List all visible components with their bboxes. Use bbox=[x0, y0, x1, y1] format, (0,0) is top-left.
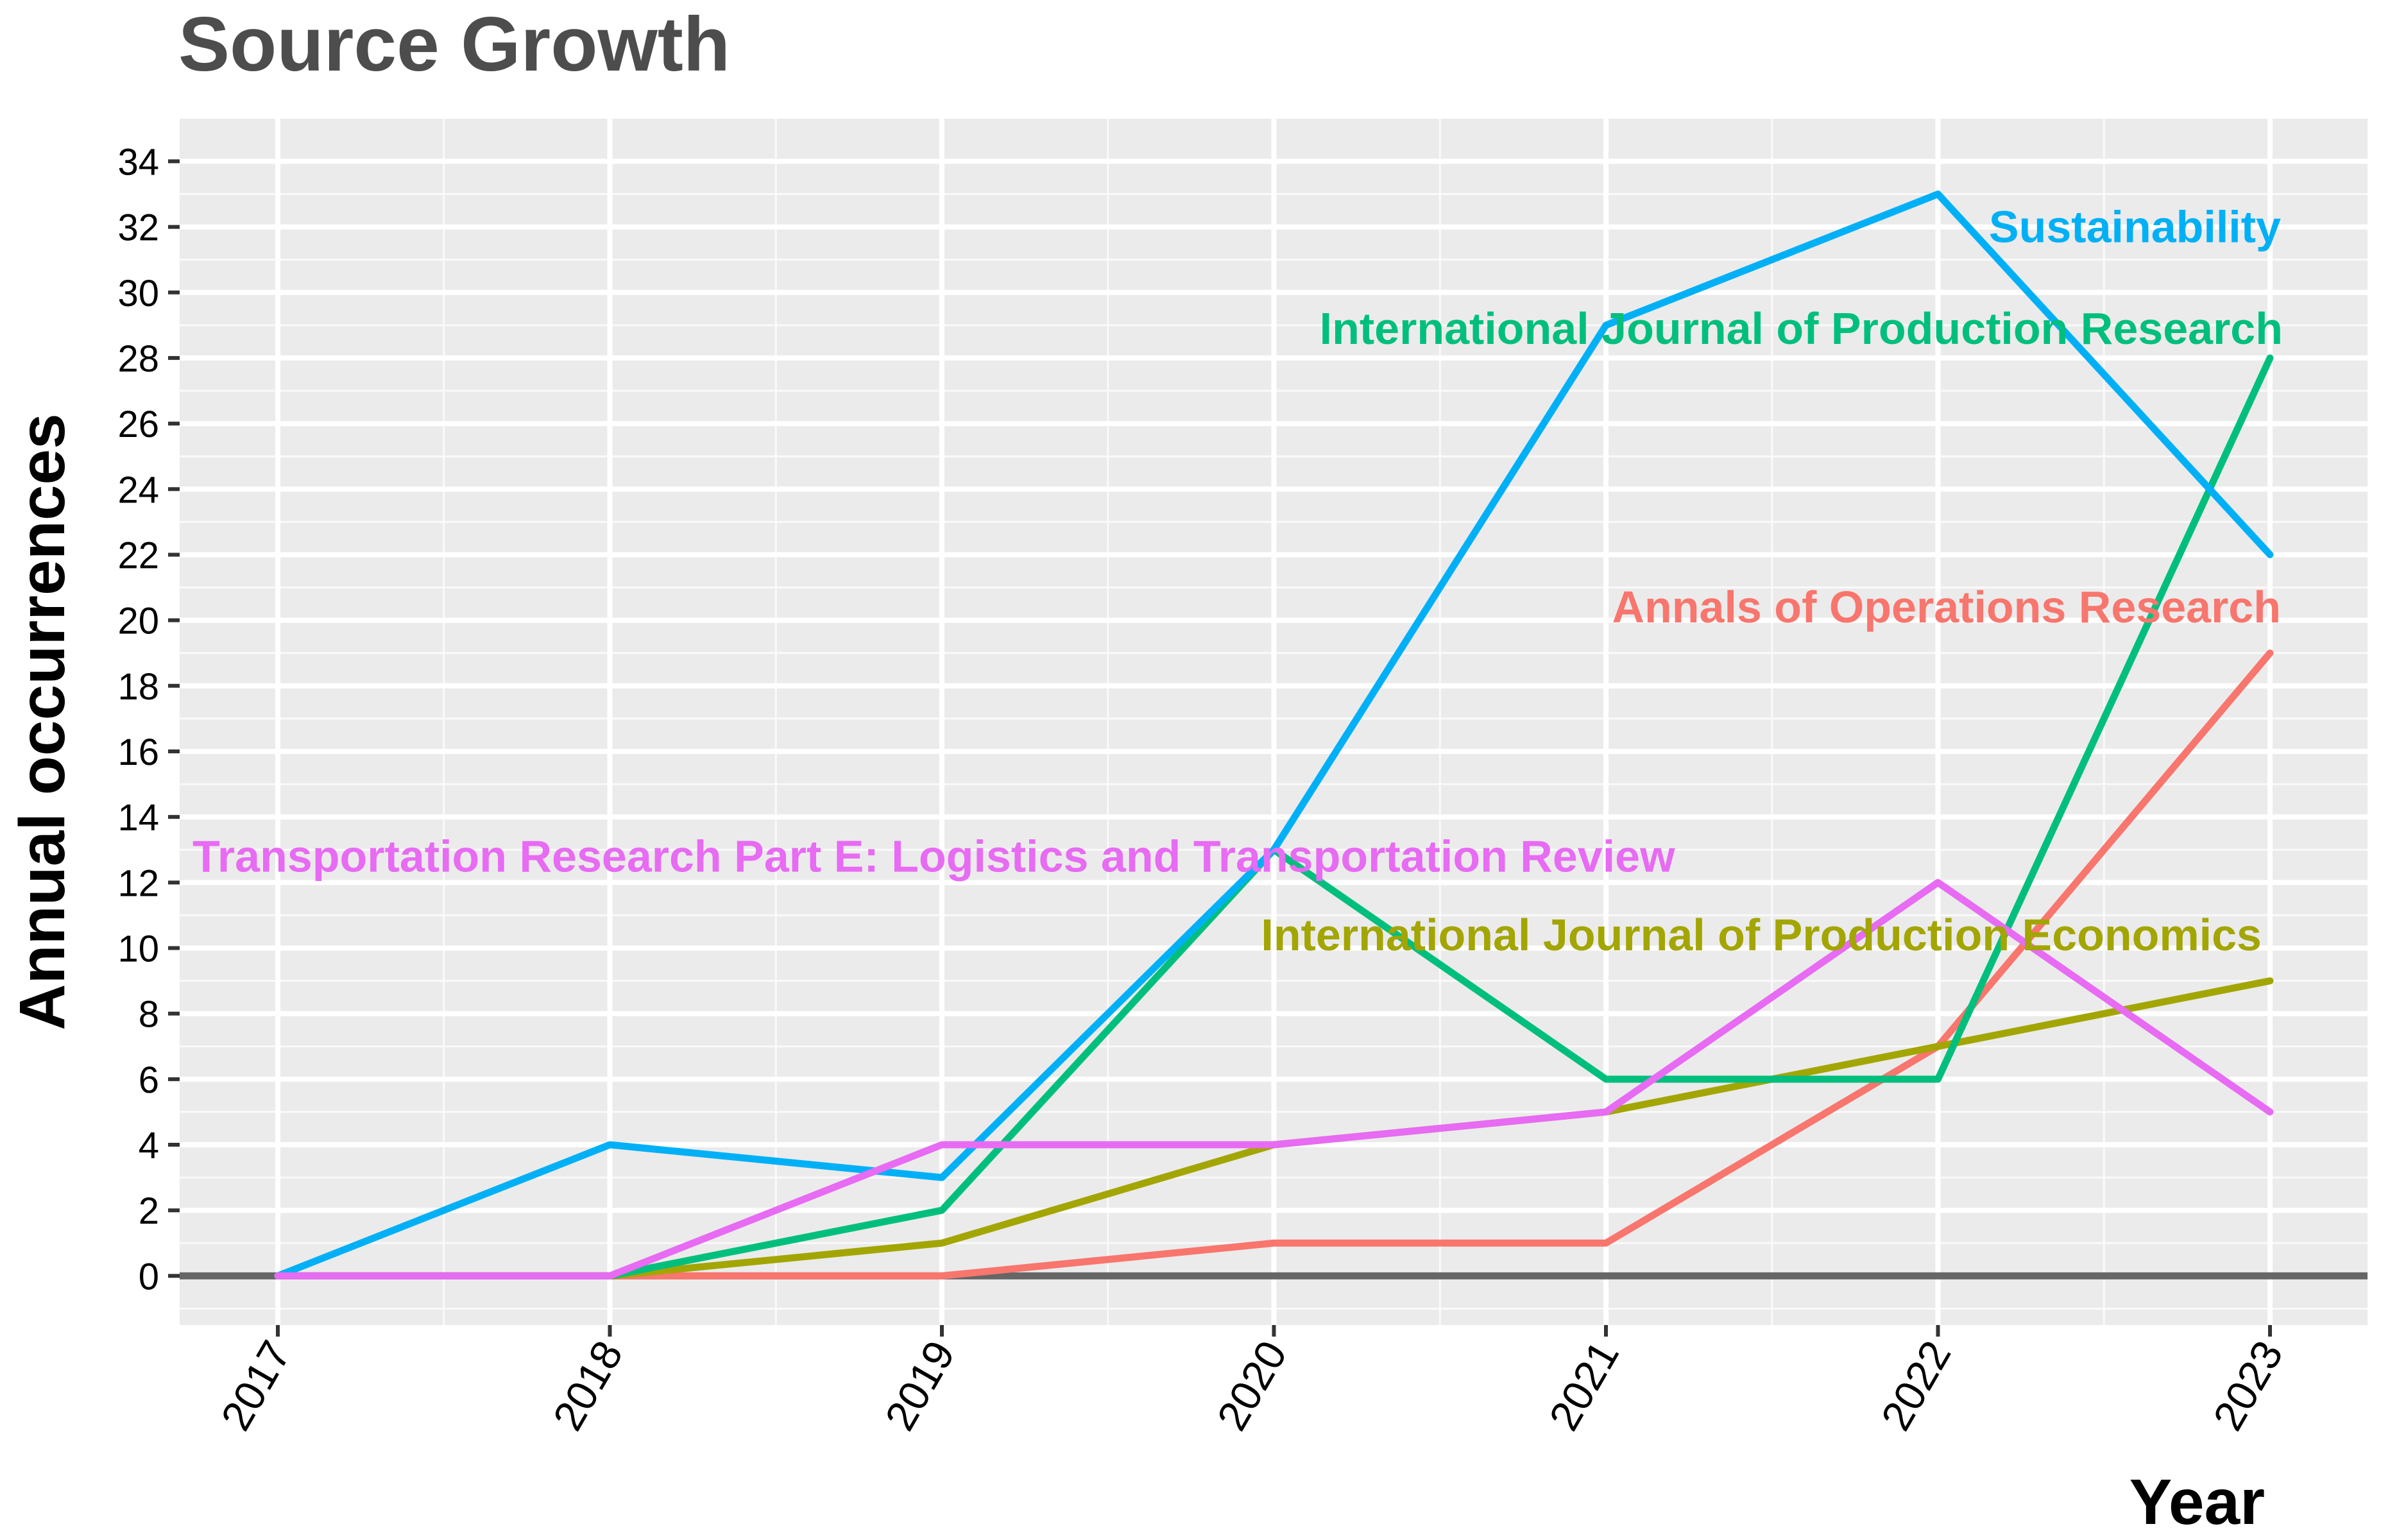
y-tick-label: 6 bbox=[139, 1059, 159, 1101]
y-tick-label: 18 bbox=[117, 666, 159, 708]
series-lines bbox=[274, 191, 2274, 1279]
series-line-sustainability bbox=[274, 191, 2274, 1279]
series-labels: Sustainability International Journal of P… bbox=[192, 202, 2283, 960]
x-tick-label: 2021 bbox=[1540, 1333, 1628, 1438]
chart-title: Source Growth bbox=[178, 1, 730, 87]
series-label: Annals of Operations Research bbox=[1612, 582, 2281, 632]
y-tick-label: 32 bbox=[117, 207, 159, 249]
y-tick-label: 24 bbox=[117, 469, 159, 511]
y-tick-label: 12 bbox=[117, 862, 159, 904]
y-tick-label: 2 bbox=[139, 1190, 159, 1232]
y-tick-label: 30 bbox=[117, 273, 159, 314]
series-label: Sustainability bbox=[1989, 202, 2281, 252]
x-tick-label: 2020 bbox=[1208, 1333, 1296, 1438]
y-tick-label: 8 bbox=[139, 994, 159, 1036]
x-tick-label: 2023 bbox=[2204, 1333, 2292, 1438]
y-tick-label: 20 bbox=[117, 601, 159, 642]
series-label: Transportation Research Part E: Logistic… bbox=[192, 831, 1675, 881]
y-tick-label: 10 bbox=[117, 928, 159, 970]
y-tick-label: 16 bbox=[117, 732, 159, 773]
y-tick-label: 22 bbox=[117, 535, 159, 576]
y-tick-label: 28 bbox=[117, 338, 159, 380]
y-tick-label: 14 bbox=[117, 797, 159, 839]
y-tick-label: 26 bbox=[117, 404, 159, 445]
series-label: International Journal of Production Rese… bbox=[1320, 304, 2283, 354]
y-tick-label: 0 bbox=[139, 1256, 159, 1297]
major-gridlines bbox=[180, 119, 2368, 1325]
x-tick-label: 2022 bbox=[1872, 1333, 1959, 1438]
x-tick-label: 2018 bbox=[543, 1333, 631, 1438]
x-axis: 2017 2018 2019 2020 2021 2022 2023 bbox=[212, 1325, 2292, 1438]
x-tick-label: 2017 bbox=[212, 1333, 300, 1438]
x-axis-title: Year bbox=[2129, 1466, 2265, 1538]
x-tick-label: 2019 bbox=[876, 1333, 964, 1438]
series-line-transportation-research-part-e-logistics-and-transportation-review bbox=[274, 878, 2274, 1279]
y-tick-label: 4 bbox=[139, 1125, 159, 1167]
series-label: International Journal of Production Econ… bbox=[1261, 910, 2262, 960]
y-tick-label: 34 bbox=[117, 141, 159, 183]
y-axis-title: Annual occurrences bbox=[6, 413, 78, 1030]
